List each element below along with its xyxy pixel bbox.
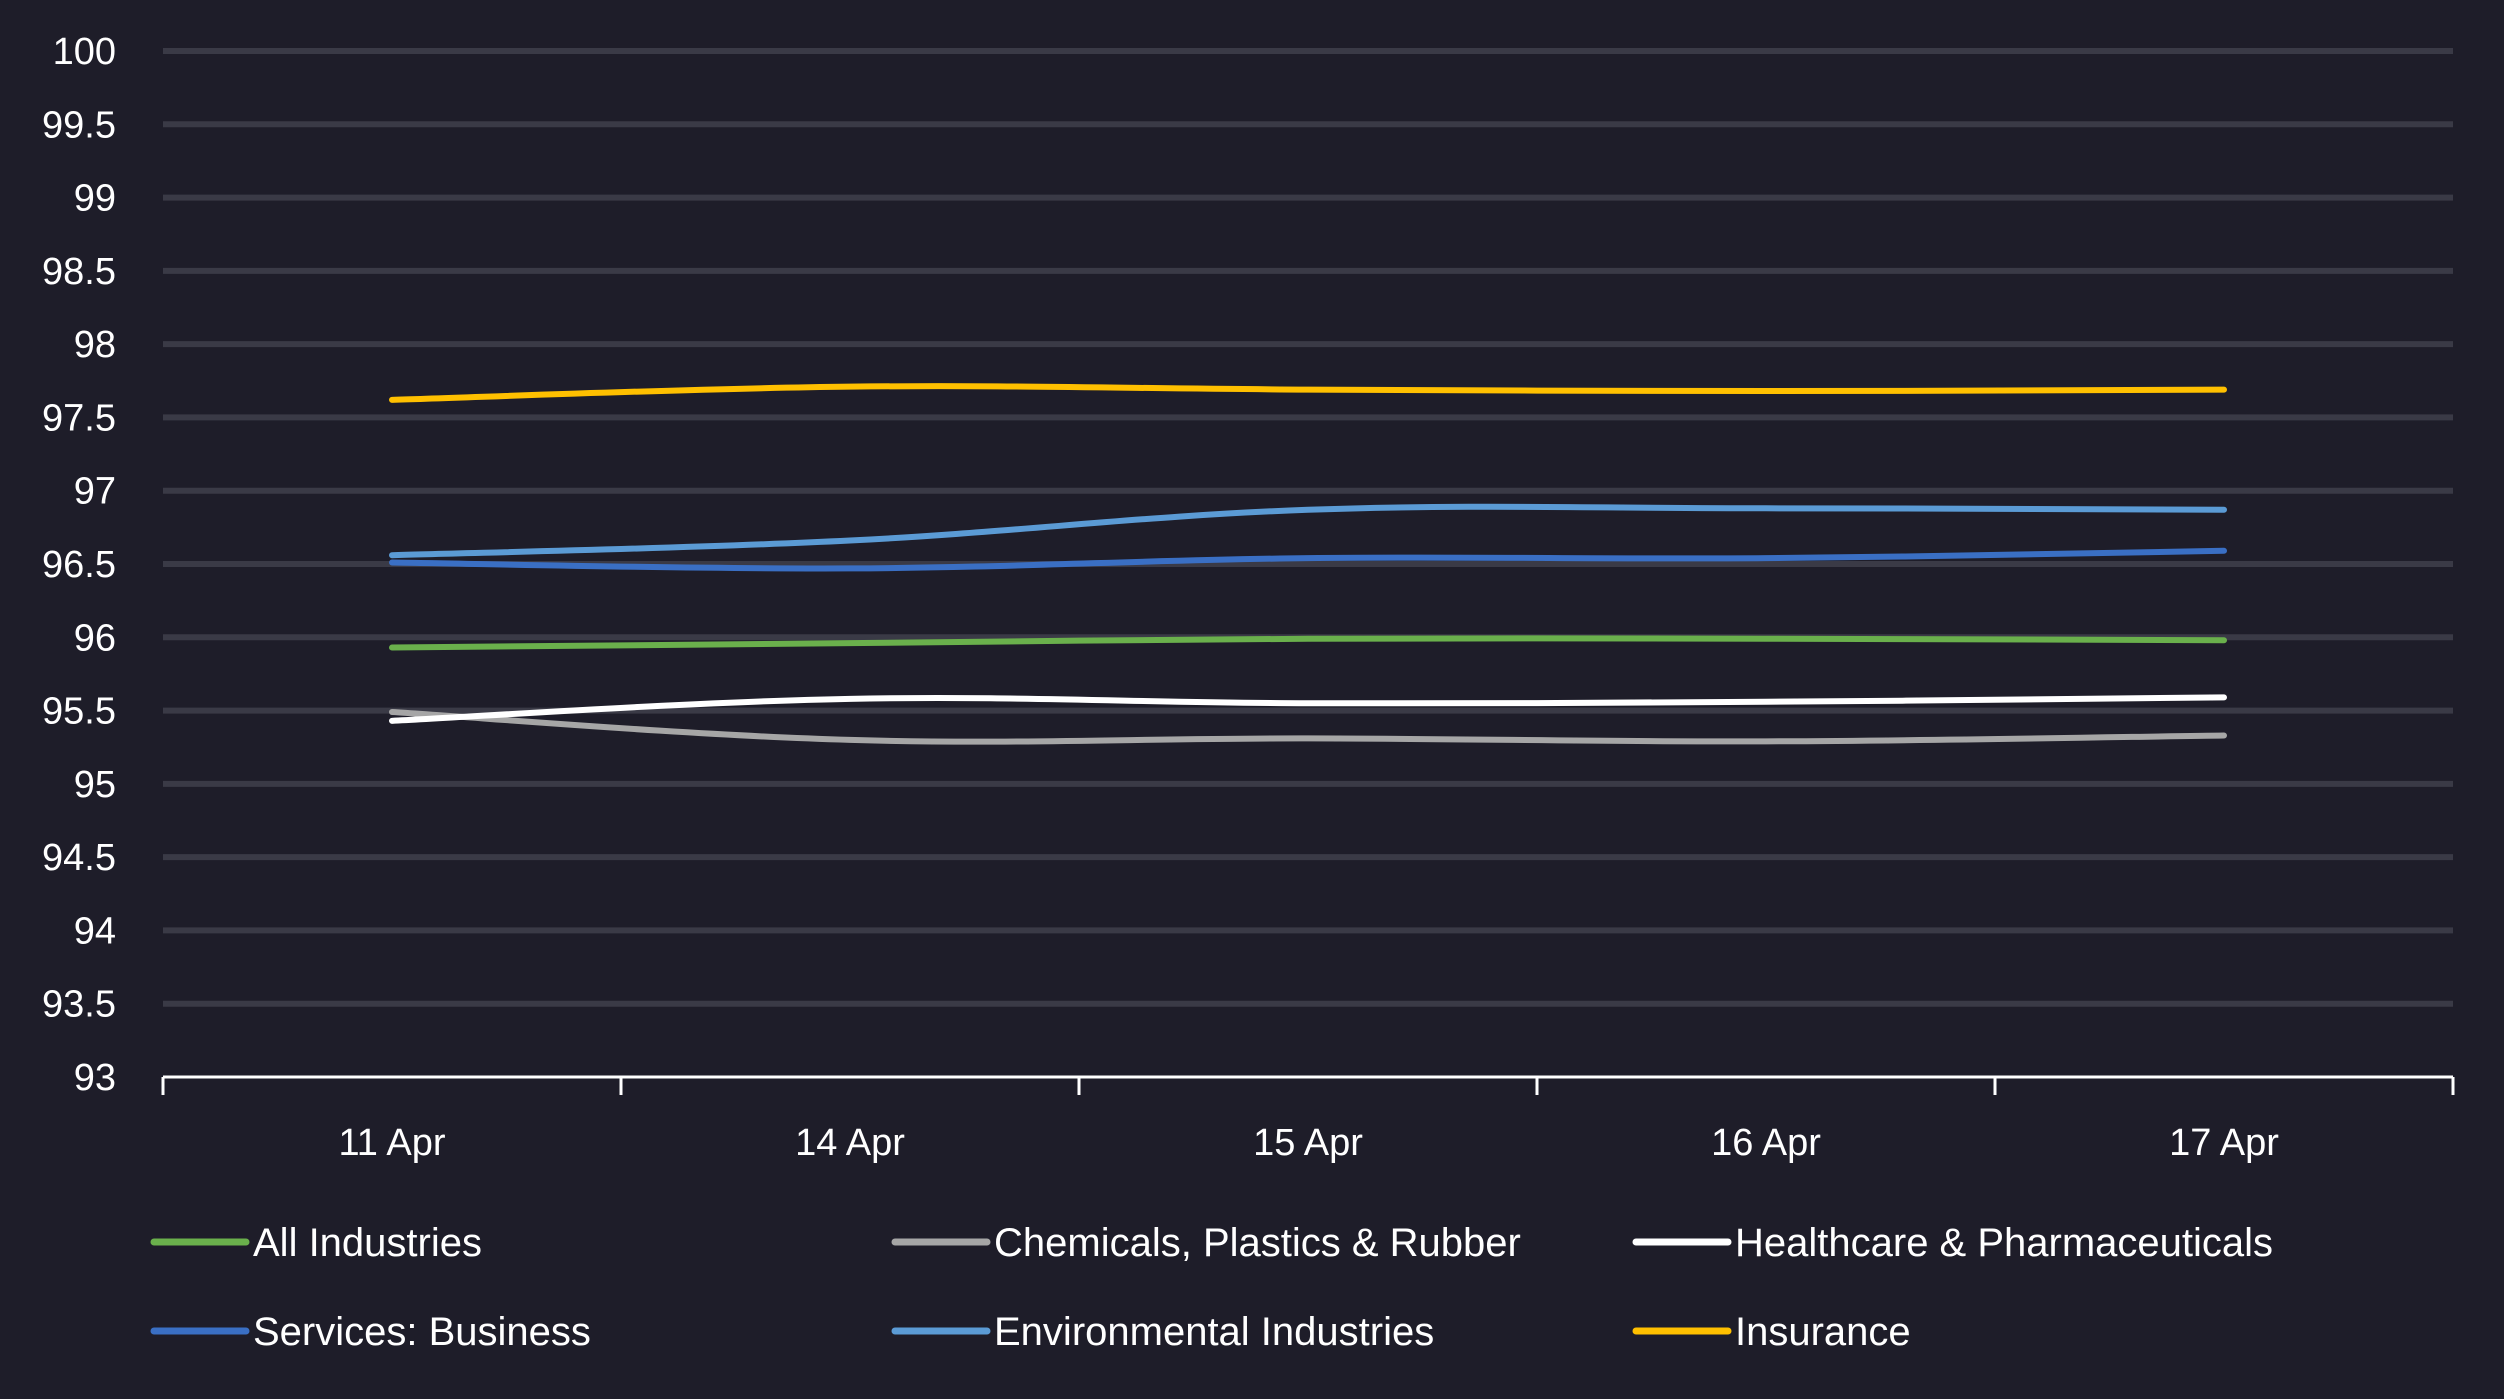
x-tick-label: 16 Apr — [1711, 1122, 1821, 1164]
y-tick-label: 97 — [74, 471, 116, 513]
x-tick-label: 17 Apr — [2169, 1122, 2279, 1164]
y-tick-label: 95 — [74, 764, 116, 806]
x-axis-tick-labels: 11 Apr 14 Apr 15 Apr 16 Apr 17 Apr — [338, 1122, 2279, 1164]
series-lines — [389, 383, 2227, 745]
y-tick-label: 93.5 — [42, 984, 116, 1026]
legend-label: Environmental Industries — [994, 1310, 1434, 1354]
legend: All Industries Chemicals, Plastics & Rubb… — [150, 1221, 2273, 1354]
gridlines — [163, 48, 2453, 1007]
y-tick-label: 98.5 — [42, 251, 116, 293]
y-axis-tick-labels: 93 93.5 94 94.5 95 95.5 96 96.5 97 97.5 98 98.5 99 99… — [42, 31, 116, 1099]
x-tick-label: 15 Apr — [1253, 1122, 1363, 1164]
series-line-all-industries — [389, 635, 2227, 651]
y-tick-label: 95.5 — [42, 691, 116, 733]
legend-label: Insurance — [1735, 1310, 1911, 1354]
y-tick-label: 94 — [74, 910, 116, 952]
y-tick-label: 98 — [74, 324, 116, 366]
series-line-healthcare-pharmaceuticals — [389, 694, 2227, 724]
legend-label: Healthcare & Pharmaceuticals — [1735, 1221, 2273, 1265]
series-line-services-business — [389, 547, 2227, 572]
y-tick-label: 100 — [53, 31, 116, 73]
y-tick-label: 97.5 — [42, 397, 116, 439]
y-tick-label: 96.5 — [42, 544, 116, 586]
x-tick-label: 14 Apr — [795, 1122, 905, 1164]
x-tick-label: 11 Apr — [338, 1122, 445, 1164]
y-tick-label: 96 — [74, 617, 116, 659]
legend-label: All Industries — [253, 1221, 482, 1265]
y-tick-label: 99 — [74, 178, 116, 220]
legend-label: Services: Business — [253, 1310, 591, 1354]
series-line-chemicals-plastics-rubber — [389, 709, 2227, 745]
x-axis — [161, 1075, 2455, 1095]
y-tick-label: 93 — [74, 1057, 116, 1099]
y-tick-label: 94.5 — [42, 837, 116, 879]
series-line-insurance — [389, 383, 2227, 403]
series-line-environmental-industries — [389, 503, 2227, 559]
y-tick-label: 99.5 — [42, 104, 116, 146]
legend-label: Chemicals, Plastics & Rubber — [994, 1221, 1521, 1265]
